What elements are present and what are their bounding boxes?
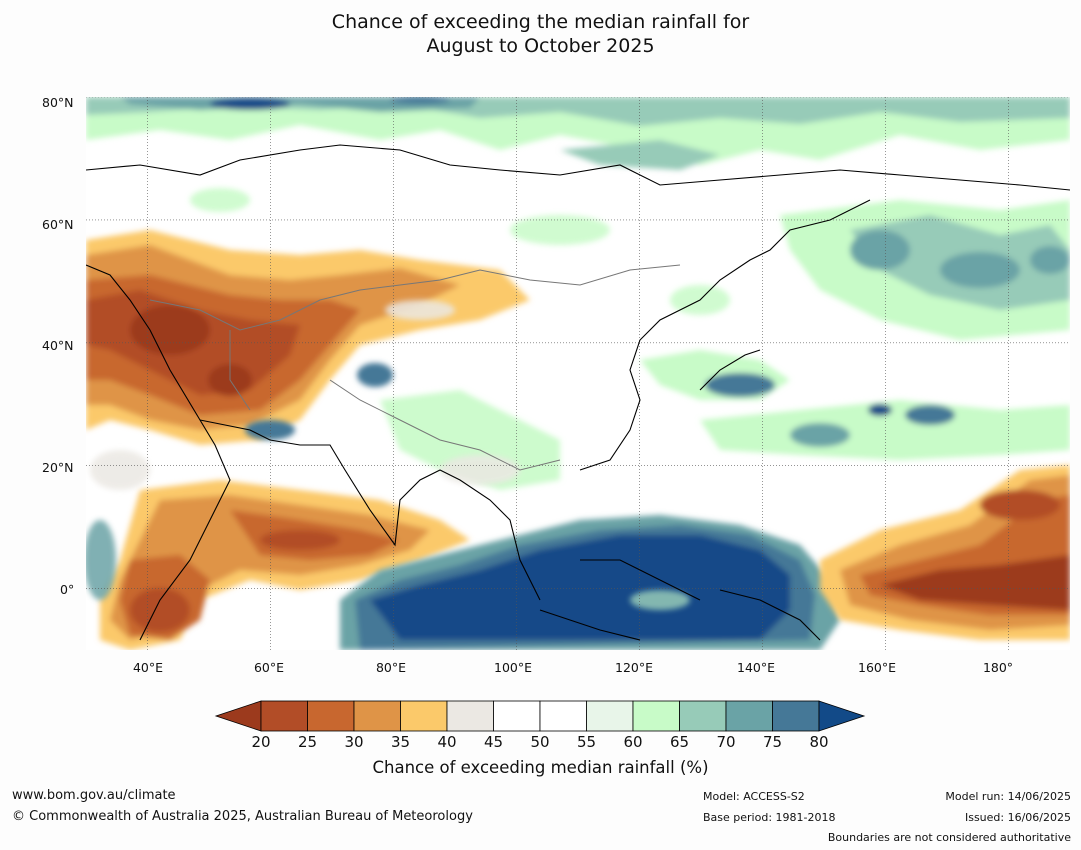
coastlines (86, 144, 1070, 641)
lon-label-120e: 120°E (614, 660, 654, 675)
lon-label-60e: 60°E (253, 660, 285, 675)
graticule (86, 97, 1070, 650)
colorbar-tick-label: 65 (669, 733, 690, 751)
lon-label-80e: 80°E (375, 660, 407, 675)
lon-label-160e: 160°E (857, 660, 897, 675)
colorbar-tick-label: 20 (251, 733, 271, 751)
colorbar-tick-label: 60 (623, 733, 643, 751)
central-asia-dry-region (86, 230, 530, 445)
tropical-pacific-dry-region (820, 465, 1070, 640)
footer-model: Model: ACCESS-S2 (703, 790, 805, 803)
colorbar-tick-label: 30 (344, 733, 364, 751)
footer-base-period: Base period: 1981-2018 (703, 811, 836, 824)
lat-label-80n: 80°N (42, 95, 74, 110)
footer-model-run: Model run: 14/06/2025 (945, 790, 1071, 803)
lon-label-180: 180° (982, 660, 1014, 675)
lon-label-100e: 100°E (493, 660, 533, 675)
footer-copyright: © Commonwealth of Australia 2025, Austra… (12, 809, 473, 824)
colorbar-tick-label: 35 (390, 733, 411, 751)
colorbar-tick-label: 25 (297, 733, 318, 751)
maritime-continent-wet-region (340, 515, 840, 650)
map-title-line1: Chance of exceeding the median rainfall … (331, 11, 750, 33)
footer-issued: Issued: 16/06/2025 (964, 811, 1071, 824)
footer-website: www.bom.gov.au/climate (12, 788, 176, 803)
map-title-line2: August to October 2025 (426, 35, 655, 57)
map-area (86, 97, 1070, 650)
colorbar-tick-label: 55 (576, 733, 597, 751)
lon-label-40e: 40°E (132, 660, 164, 675)
colorbar-tick-label: 70 (716, 733, 736, 751)
colorbar-tick-label: 45 (483, 733, 504, 751)
lat-label-0: 0° (60, 582, 75, 597)
footer-disclaimer: Boundaries are not considered authoritat… (827, 831, 1071, 844)
lon-label-140e: 140°E (736, 660, 776, 675)
north-pacific-wet-region (780, 200, 1070, 340)
colorbar-label: Chance of exceeding median rainfall (%) (372, 758, 709, 777)
arctic-wet-region (86, 97, 1070, 170)
colorbar-tick-label: 50 (530, 733, 550, 751)
lat-label-60n: 60°N (42, 217, 74, 232)
colorbar-tick-label: 40 (437, 733, 457, 751)
map-title: Chance of exceeding the median rainfall … (0, 10, 1081, 58)
tibet-wet-region (245, 363, 393, 440)
colorbar-tick-label: 80 (809, 733, 829, 751)
lat-label-40n: 40°N (42, 338, 74, 353)
near-median-patches (86, 188, 730, 610)
lat-label-20n: 20°N (42, 460, 74, 475)
arabian-sea-dry-region (100, 480, 470, 650)
colorbar-tick-label: 75 (762, 733, 783, 751)
country-borders (149, 264, 681, 471)
